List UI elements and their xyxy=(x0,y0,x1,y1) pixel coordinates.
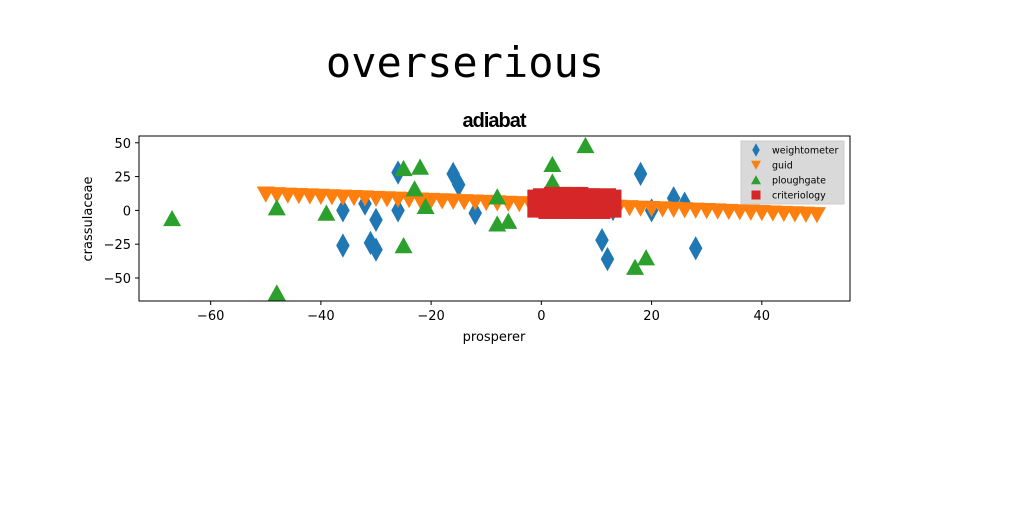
legend-entry: ploughgate xyxy=(751,175,826,187)
weightometer-point xyxy=(369,237,383,262)
ploughgate-point xyxy=(543,155,562,173)
ploughgate-point xyxy=(317,204,336,221)
x-tick-label: 20 xyxy=(643,309,660,324)
figure-supertitle: overserious xyxy=(325,38,605,87)
y-tick-label: −50 xyxy=(104,272,131,287)
weightometer-point xyxy=(369,207,383,233)
legend-entry: weightometer xyxy=(752,143,839,157)
chart-title: adiabat xyxy=(462,110,526,132)
weightometer-point xyxy=(600,246,615,272)
legend-marker-weightometer xyxy=(752,143,760,157)
ploughgate-point xyxy=(499,212,518,229)
weightometer-point xyxy=(633,161,648,187)
ploughgate-point xyxy=(637,249,656,266)
legend-label: criteriology xyxy=(772,191,826,202)
x-tick-label: −20 xyxy=(417,309,444,324)
series-ploughgate xyxy=(163,136,656,301)
guid-point xyxy=(807,207,826,224)
y-tick-label: −25 xyxy=(104,238,131,253)
ploughgate-point xyxy=(626,258,645,275)
weightometer-point xyxy=(451,172,466,197)
ploughgate-point xyxy=(267,199,286,216)
weightometer-point xyxy=(446,161,460,187)
series-criteriology xyxy=(527,186,622,219)
legend-marker-guid xyxy=(751,160,761,170)
x-tick-label: −60 xyxy=(197,309,224,324)
ploughgate-point xyxy=(394,236,413,254)
y-tick-label: 50 xyxy=(114,137,131,152)
legend-entry: guid xyxy=(751,161,793,172)
y-tick-label: 0 xyxy=(123,204,131,219)
y-axis-label: crassulaceae xyxy=(81,177,96,262)
legend-label: weightometer xyxy=(772,146,839,157)
marks-layer xyxy=(163,136,826,301)
ploughgate-point xyxy=(488,188,507,205)
legend-marker-criteriology xyxy=(751,190,761,200)
y-tick-label: 25 xyxy=(114,171,131,186)
weightometer-point xyxy=(595,227,609,253)
ploughgate-point xyxy=(405,180,424,197)
ploughgate-point xyxy=(576,136,595,154)
ploughgate-point xyxy=(416,197,435,214)
x-tick-label: −40 xyxy=(307,309,334,324)
x-axis-label: prosperer xyxy=(463,330,526,345)
weightometer-point xyxy=(688,236,703,261)
legend: weightometer guid ploughgate criteriology xyxy=(740,140,845,205)
legend-entry: criteriology xyxy=(751,190,826,202)
ploughgate-point xyxy=(394,159,413,177)
plot-frame xyxy=(138,135,851,302)
legend-label: guid xyxy=(772,161,793,172)
weightometer-point xyxy=(391,198,405,223)
x-tick-label: 0 xyxy=(537,309,545,324)
legend-label: ploughgate xyxy=(772,176,826,187)
ploughgate-point xyxy=(163,209,182,227)
x-tick-label: 40 xyxy=(754,309,771,324)
weightometer-point xyxy=(468,200,482,226)
weightometer-point xyxy=(336,233,350,258)
axes-layer: −60 −40 −20 0 20 40 −50 −25 0 25 50 xyxy=(104,137,771,324)
criteriology-point xyxy=(593,189,622,218)
legend-marker-ploughgate xyxy=(751,175,761,185)
ploughgate-point xyxy=(267,284,286,301)
ploughgate-point xyxy=(543,173,562,190)
weightometer-point xyxy=(336,198,350,223)
ploughgate-point xyxy=(411,158,430,175)
